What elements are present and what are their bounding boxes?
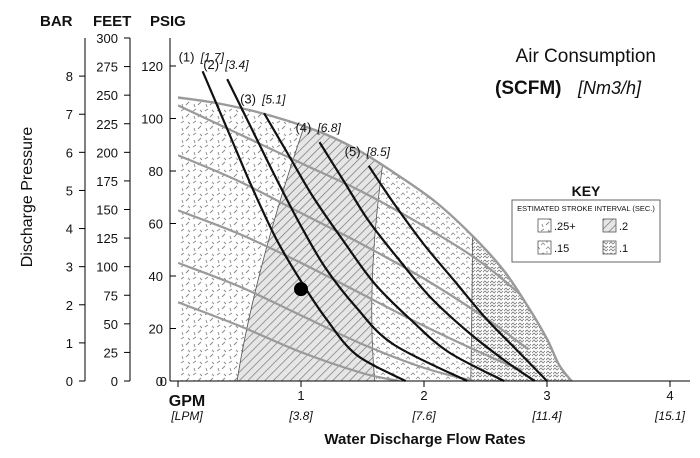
air-consumption-labels: (1) [1.7](2) [3.4] (3) [5.1] (4) [6.8] (5) [8.5]	[179, 49, 391, 159]
series-alt-label-1: [1.7]	[200, 50, 225, 64]
legend-label-02: .2	[619, 221, 628, 233]
legend-label-01: .1	[619, 243, 628, 255]
series-line-2	[226, 78, 468, 382]
chart-subtitle-italic: [Nm3/h]	[577, 78, 642, 98]
series-line-4	[318, 141, 536, 382]
x-tick-label-2: 2	[420, 388, 427, 403]
bar-tick-label-7: 7	[66, 107, 73, 122]
gray-curve-0	[178, 104, 542, 314]
legend-swatch-02	[602, 218, 617, 233]
series-label-1: (1)	[179, 49, 195, 64]
psig-tick-label-20: 20	[149, 322, 163, 337]
psig-tick-label-120: 120	[141, 59, 163, 74]
series-label-4: (4)	[295, 120, 311, 135]
series-alt-label-2: [3.4]	[224, 58, 249, 72]
bar-tick-label-6: 6	[66, 145, 73, 160]
bar-tick-label-4: 4	[66, 222, 73, 237]
psig-header: PSIG	[150, 13, 186, 30]
envelope-line	[177, 96, 573, 382]
feet-tick-label-250: 250	[96, 88, 118, 103]
legend-swatch-015	[537, 240, 552, 255]
feet-tick-label-150: 150	[96, 203, 118, 218]
legend-label-015: .15	[554, 243, 569, 255]
feet-tick-label-100: 100	[96, 260, 118, 275]
bar-tick-label-5: 5	[66, 183, 73, 198]
feet-ticks: 0 25 50 75 100 125 150 175 200 225 250 275 300	[96, 31, 130, 389]
x-tick-alt-label-1: [3.8]	[288, 409, 313, 423]
x-tick-label-1: 1	[297, 388, 304, 403]
chart-title: Air Consumption	[516, 46, 656, 67]
bar-tick-label-8: 8	[66, 69, 73, 84]
psig-tick-label-80: 80	[149, 164, 163, 179]
feet-tick-label-175: 175	[96, 174, 118, 189]
psig-tick-label-100: 100	[141, 112, 163, 127]
x-tick-label-4: 4	[666, 388, 673, 403]
feet-tick-label-300: 300	[96, 31, 118, 46]
legend-box	[511, 199, 661, 263]
chart-subtitle-bold: (SCFM)	[495, 78, 561, 99]
x-unit-alt-label: [LPM]	[170, 409, 203, 423]
feet-tick-label-225: 225	[96, 117, 118, 132]
x-unit-label: GPM	[169, 393, 205, 410]
zone-015	[371, 97, 474, 381]
series-label-2: (2)	[203, 57, 219, 72]
feet-tick-label-25: 25	[104, 345, 118, 360]
feet-tick-label-75: 75	[104, 288, 118, 303]
x-tick-label-3: 3	[543, 388, 550, 403]
legend: KEY ESTIMATED STROKE INTERVAL (SEC.) .25…	[511, 183, 661, 263]
y-axis-label: Discharge Pressure	[19, 127, 36, 268]
bar-tick-label-0: 0	[66, 374, 73, 389]
operating-point-marker	[294, 282, 308, 297]
bar-header: BAR	[40, 13, 73, 30]
gray-curve-3	[178, 261, 474, 381]
x-tick-alt-label-4: [15.1]	[654, 409, 686, 423]
x-tick-alt-label-3: [11.4]	[531, 409, 562, 423]
x-ticks: 0 1 [3.8] 2 [7.6] 3 [11.4] 4 [15.1]	[160, 374, 686, 423]
series-alt-label-4: [6.8]	[316, 121, 341, 135]
psig-tick-label-0: 0	[156, 374, 163, 389]
series-line-1	[201, 70, 407, 382]
x-axis-label: Water Discharge Flow Rates	[324, 431, 525, 448]
series-line-5	[367, 165, 548, 382]
legend-swatch-025	[537, 218, 552, 233]
feet-tick-label-50: 50	[104, 317, 118, 332]
feet-tick-label-275: 275	[96, 60, 118, 75]
series-alt-label-3: [5.1]	[261, 92, 286, 106]
bar-ticks: 0 1 2 3 4 5 6 7 8	[66, 69, 85, 389]
air-consumption-curves	[201, 70, 548, 382]
x-tick-label-0: 0	[160, 374, 167, 389]
bar-tick-label-2: 2	[66, 298, 73, 313]
envelope-curve	[177, 96, 573, 382]
psig-tick-label-40: 40	[149, 269, 163, 284]
psig-tick-label-60: 60	[149, 217, 163, 232]
feet-tick-label-200: 200	[96, 145, 118, 160]
feet-header: FEET	[93, 13, 131, 30]
series-line-3	[263, 112, 505, 382]
gray-curve-2	[178, 209, 523, 372]
bar-tick-label-1: 1	[66, 336, 73, 351]
legend-subtitle: ESTIMATED STROKE INTERVAL (SEC.)	[517, 204, 655, 213]
feet-tick-label-125: 125	[96, 231, 118, 246]
x-tick-alt-label-2: [7.6]	[411, 409, 436, 423]
series-label-5: (5)	[345, 144, 361, 159]
legend-label-025: .25+	[554, 221, 576, 233]
bar-tick-label-3: 3	[66, 260, 73, 275]
series-label-3: (3)	[240, 91, 256, 106]
series-alt-label-5: [8.5]	[366, 145, 391, 159]
legend-title: KEY	[572, 183, 601, 199]
feet-tick-label-0: 0	[111, 374, 118, 389]
legend-swatch-01	[602, 240, 617, 255]
psig-ticks: 0 20 40 60 80 100 120	[141, 59, 176, 389]
gray-curve-4	[178, 301, 400, 381]
